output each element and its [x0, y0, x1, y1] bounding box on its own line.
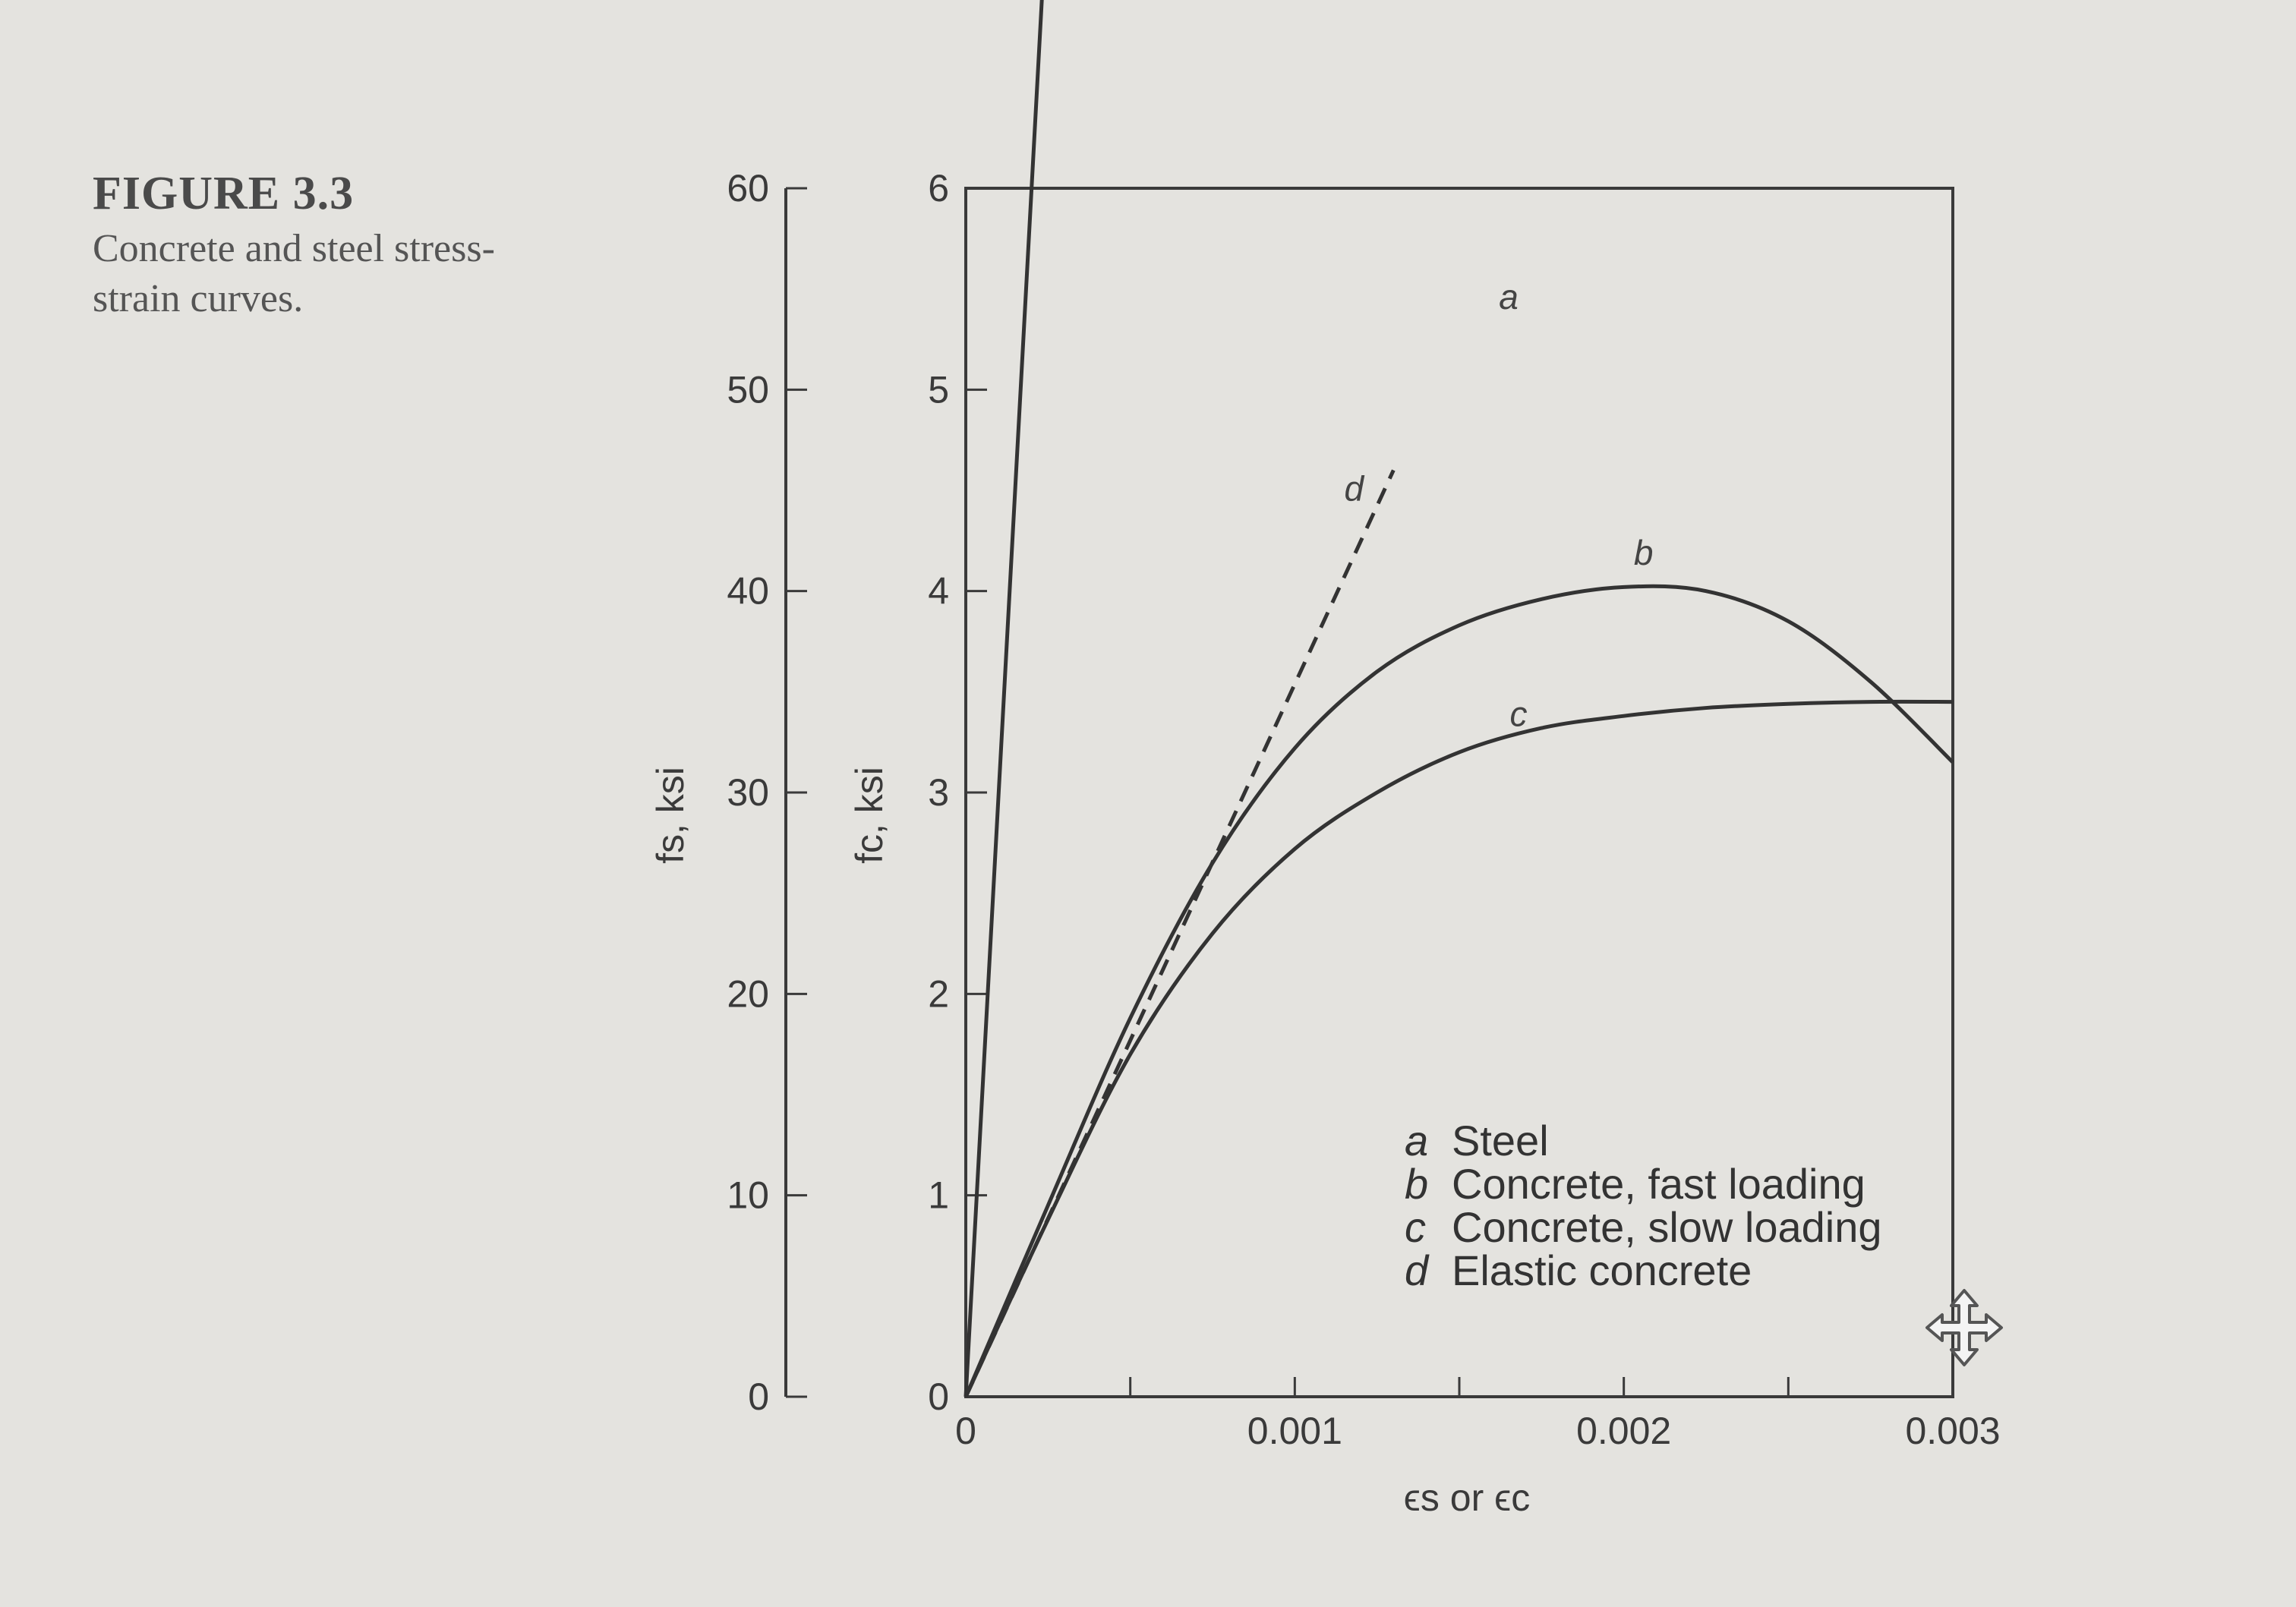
x-tick-label: 0 — [955, 1410, 976, 1452]
fs-tick-label: 40 — [727, 570, 769, 613]
x-axis-title: ϵs or ϵc — [1404, 1476, 1530, 1519]
legend-key-c: c — [1405, 1203, 1426, 1251]
curve-b — [964, 584, 1954, 1397]
x-tick-label: 0.001 — [1247, 1410, 1342, 1452]
curve-label-d: d — [1345, 468, 1365, 508]
x-tick-label: 0.003 — [1905, 1410, 2000, 1452]
move-cursor-icon — [1925, 1289, 2003, 1366]
fs-tick-label: 0 — [748, 1375, 769, 1418]
figure-description: Concrete and steel stress-strain curves. — [93, 227, 495, 320]
figure-caption: FIGURE 3.3 Concrete and steel stress-str… — [93, 167, 579, 324]
fc-tick-label: 4 — [928, 570, 949, 613]
legend-entry-a: Steel — [1452, 1117, 1549, 1164]
fs-tick-label: 20 — [727, 972, 769, 1015]
fc-axis-title: fc, ksi — [848, 767, 891, 864]
curve-d — [964, 469, 1396, 1398]
fc-tick-label: 1 — [928, 1174, 949, 1217]
curve-label-b: b — [1634, 533, 1654, 572]
fs-tick-label: 30 — [727, 771, 769, 814]
fc-tick-label: 0 — [928, 1375, 949, 1418]
fs-tick-label: 50 — [727, 368, 769, 411]
legend-key-a: a — [1405, 1117, 1428, 1164]
figure-title: FIGURE 3.3 — [93, 168, 355, 219]
fs-axis-title: fs, ksi — [649, 767, 692, 864]
curve-label-a: a — [1499, 277, 1519, 317]
fc-tick-label: 3 — [928, 771, 949, 814]
x-tick-label: 0.002 — [1576, 1410, 1671, 1452]
curve-c — [964, 699, 1954, 1398]
fs-tick-label: 60 — [727, 167, 769, 210]
fs-tick-label: 10 — [727, 1174, 769, 1217]
fc-tick-label: 2 — [928, 972, 949, 1015]
axes-layer: 0 10 20 30 40 50 60 fs, ksi 0 1 2 3 4 5 6 fc, ksi 0 0.001… — [649, 167, 2001, 1519]
legend-key-b: b — [1405, 1160, 1428, 1208]
legend-key-d: d — [1405, 1246, 1430, 1294]
fc-tick-label: 6 — [928, 167, 949, 210]
legend-entry-b: Concrete, fast loading — [1452, 1160, 1866, 1208]
legend-entry-c: Concrete, slow loading — [1452, 1203, 1882, 1251]
legend-entry-d: Elastic concrete — [1452, 1246, 1752, 1294]
curve-label-c: c — [1510, 694, 1528, 733]
fc-tick-label: 5 — [928, 368, 949, 411]
